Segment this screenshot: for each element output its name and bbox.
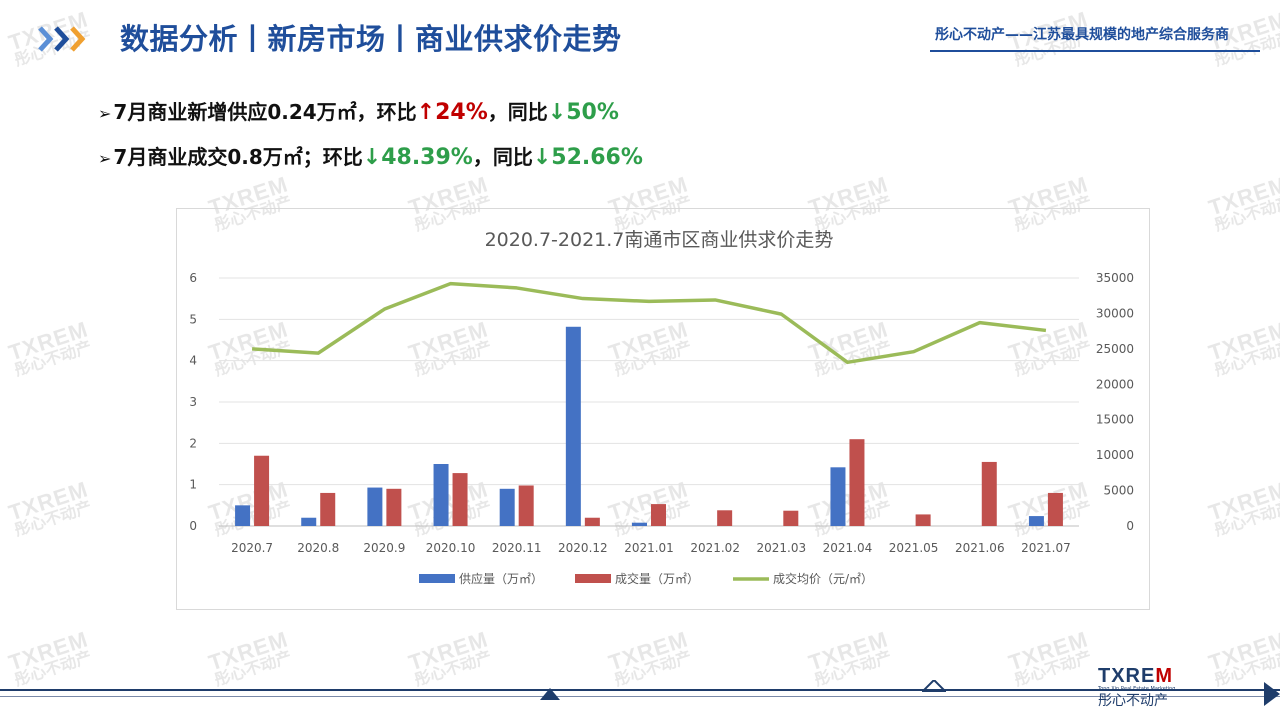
- y-right-tick-label: 25000: [1096, 342, 1134, 356]
- supply-summary-mid: ，同比: [487, 100, 548, 124]
- x-tick-label: 2020.12: [558, 541, 608, 555]
- footer-tagline: Tong Xin Real Estate Marketing: [1098, 686, 1176, 692]
- y-right-tick-label: 10000: [1096, 448, 1134, 462]
- footer-brand-cn: 彤心不动产: [1098, 693, 1168, 709]
- legend-supply-swatch: [419, 574, 455, 583]
- x-tick-label: 2021.04: [823, 541, 873, 555]
- x-tick-label: 2021.03: [756, 541, 806, 555]
- deal-summary-line: ➢ 7月商业成交0.8万㎡；环比↓48.39%，同比↓52.66%: [98, 141, 643, 170]
- deal-mom-change: ↓48.39%: [362, 145, 473, 170]
- supply-mom-change: ↑24%: [416, 100, 488, 125]
- x-tick-label: 2021.07: [1021, 541, 1071, 555]
- corner-marker-icon: [1264, 682, 1280, 706]
- supply-bar: [235, 505, 251, 526]
- y-right-tick-label: 20000: [1096, 377, 1134, 391]
- x-tick-label: 2021.05: [889, 541, 939, 555]
- supply-bar: [830, 467, 846, 526]
- deal-bar: [254, 455, 270, 526]
- x-tick-label: 2020.9: [363, 541, 405, 555]
- deal-yoy-change: ↓52.66%: [532, 145, 643, 170]
- supply-summary-line: ➢ 7月商业新增供应0.24万㎡，环比↑24%，同比↓50%: [98, 96, 619, 125]
- footer-rule: [0, 689, 1280, 691]
- deal-bar: [452, 473, 468, 526]
- supply-bar: [367, 487, 383, 526]
- y-right-tick-label: 5000: [1103, 484, 1134, 498]
- legend-supply-label: 供应量（万㎡）: [459, 571, 543, 586]
- chart-title: 2020.7-2021.7南通市区商业供求价走势: [485, 229, 834, 251]
- deal-bar: [651, 504, 666, 526]
- deal-bar: [915, 514, 931, 526]
- legend-deal-label: 成交量（万㎡）: [615, 571, 699, 586]
- y-right-tick-label: 0: [1126, 519, 1134, 533]
- deal-bar: [1047, 492, 1063, 526]
- y-left-tick-label: 6: [189, 271, 197, 285]
- supply-bar: [499, 488, 515, 526]
- deal-bar: [981, 461, 997, 526]
- x-tick-label: 2020.11: [492, 541, 542, 555]
- x-tick-label: 2020.10: [426, 541, 476, 555]
- y-left-tick-label: 3: [189, 395, 197, 409]
- supply-bar: [632, 522, 647, 526]
- bullet-arrow-icon: ➢: [98, 104, 112, 123]
- x-tick-label: 2020.7: [231, 541, 273, 555]
- deal-bar: [386, 488, 402, 526]
- y-left-tick-label: 0: [189, 519, 197, 533]
- x-tick-label: 2021.02: [690, 541, 740, 555]
- supply-bar: [565, 326, 581, 526]
- supply-yoy-change: ↓50%: [547, 100, 619, 125]
- supply-bar: [433, 464, 449, 526]
- combo-chart: 2020.7-2021.7南通市区商业供求价走势 0 1 2 3 4 5 6 0 5000 1000…: [189, 229, 1134, 586]
- deal-bar: [320, 492, 336, 526]
- y-left-tick-label: 1: [189, 478, 197, 492]
- deal-summary-text: 7月商业成交0.8万㎡；环比: [113, 145, 363, 169]
- deal-bar: [783, 510, 799, 526]
- supply-bar: [301, 517, 317, 526]
- footer-brand: TXREM: [1098, 665, 1174, 687]
- chart-frame: 2020.7-2021.7南通市区商业供求价走势 0 1 2 3 4 5 6 0 5000 1000…: [176, 208, 1150, 610]
- bullet-arrow-icon: ➢: [98, 149, 112, 168]
- x-tick-label: 2021.06: [955, 541, 1005, 555]
- header-divider: [930, 50, 1260, 52]
- supply-bar: [1028, 516, 1044, 526]
- deal-summary-mid: ，同比: [472, 145, 533, 169]
- supply-summary-text: 7月商业新增供应0.24万㎡，环比: [113, 100, 417, 124]
- y-left-tick-label: 2: [189, 436, 197, 450]
- y-left-tick-label: 4: [189, 354, 197, 368]
- y-right-tick-label: 35000: [1096, 271, 1134, 285]
- y-right-tick-label: 15000: [1096, 413, 1134, 427]
- y-right-tick-label: 30000: [1096, 306, 1134, 320]
- footer-rule-thin: [0, 696, 1280, 697]
- deal-bar: [717, 510, 733, 526]
- footer-logo: TXREM Tong Xin Real Estate Marketing 彤心不…: [1098, 666, 1182, 709]
- legend-price-label: 成交均价（元/㎡）: [773, 571, 873, 586]
- deal-bar: [518, 485, 534, 526]
- company-slogan: 彤心不动产——江苏最具规模的地产综合服务商: [935, 27, 1229, 43]
- triangle-marker-icon: [540, 688, 560, 700]
- x-tick-label: 2020.8: [297, 541, 339, 555]
- price-line: [251, 281, 1047, 365]
- page-title: 数据分析丨新房市场丨商业供求价走势: [120, 22, 622, 56]
- x-tick-label: 2021.01: [624, 541, 674, 555]
- chevrons-icon: [38, 26, 86, 52]
- deal-bar: [584, 517, 600, 526]
- y-left-tick-label: 5: [189, 312, 197, 326]
- legend-deal-swatch: [575, 574, 611, 583]
- triangle-marker-icon: [922, 680, 946, 692]
- deal-bar: [849, 439, 865, 526]
